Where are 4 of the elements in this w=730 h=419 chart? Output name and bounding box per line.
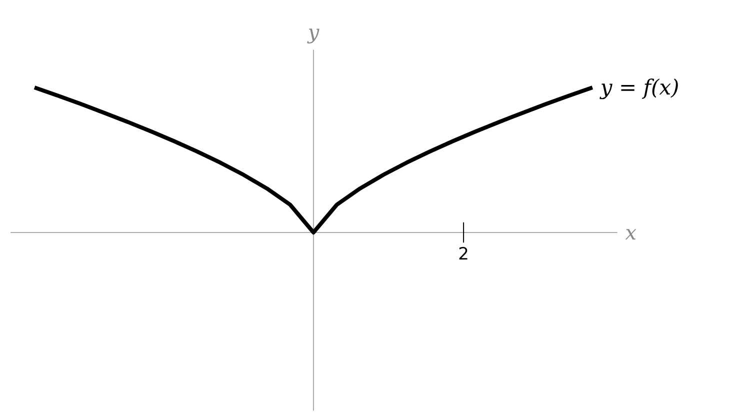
text: 2 bbox=[458, 244, 469, 264]
x-axis-title: x bbox=[625, 220, 637, 244]
series-label: y = f(x) bbox=[599, 75, 680, 100]
y-axis-title: y bbox=[306, 20, 320, 44]
